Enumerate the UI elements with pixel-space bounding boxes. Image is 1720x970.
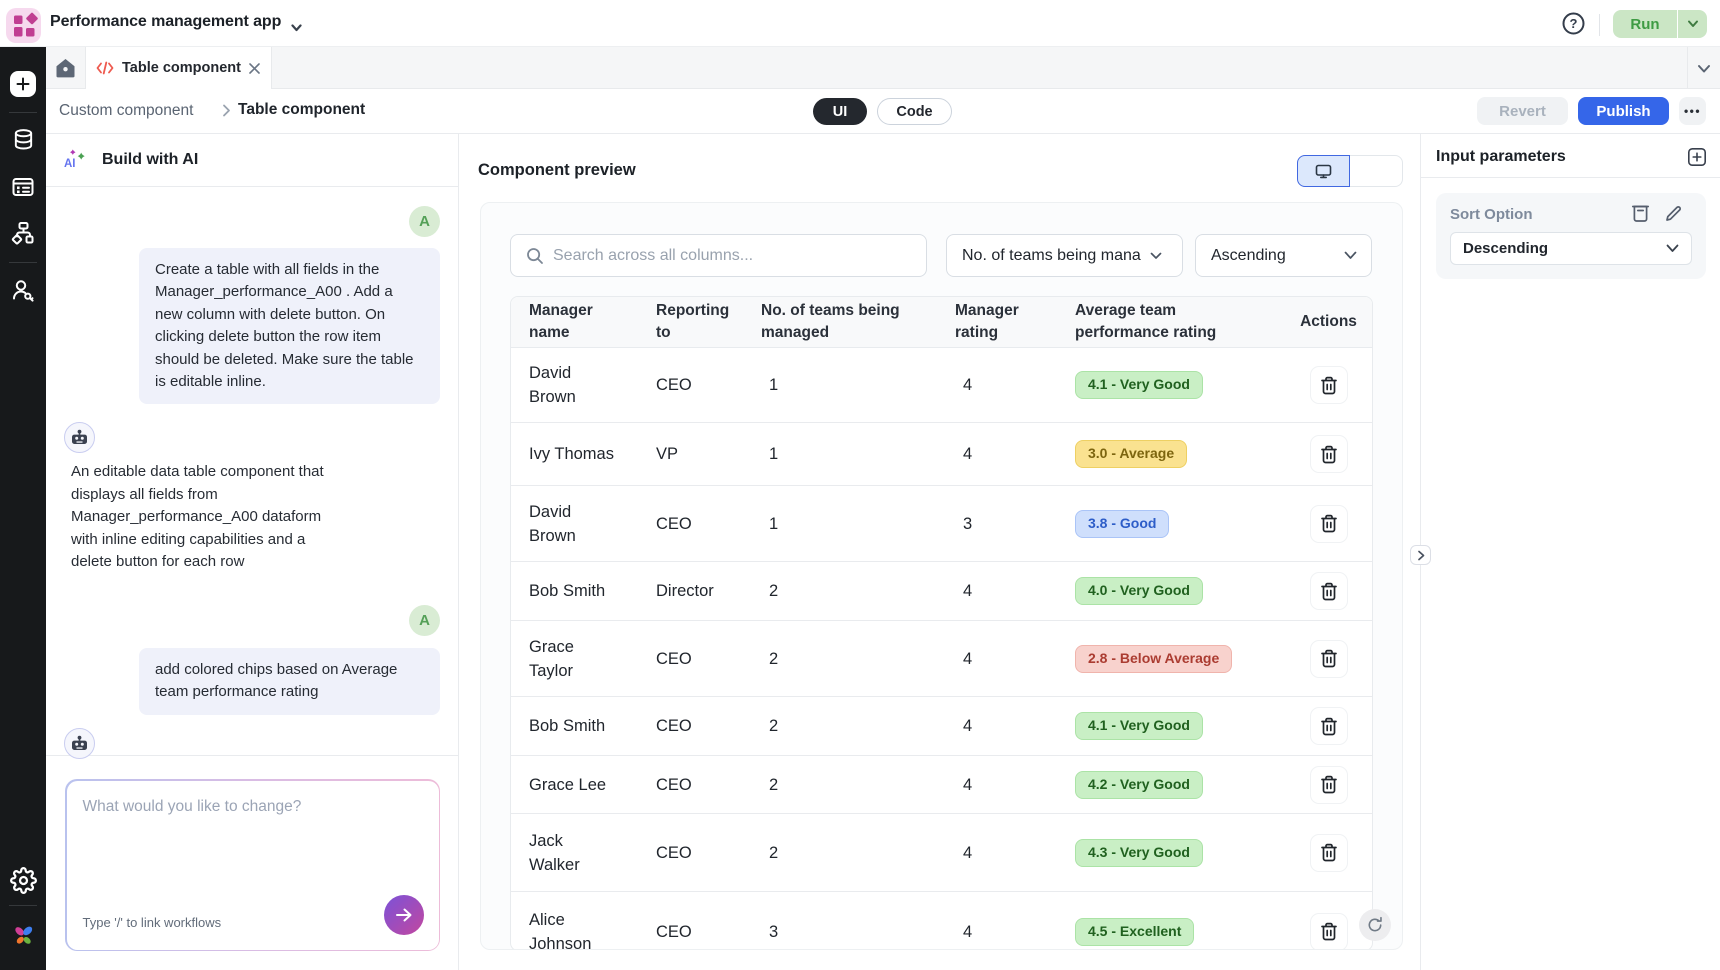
svg-text:AI: AI — [64, 158, 76, 170]
svg-text:?: ? — [1570, 16, 1578, 31]
